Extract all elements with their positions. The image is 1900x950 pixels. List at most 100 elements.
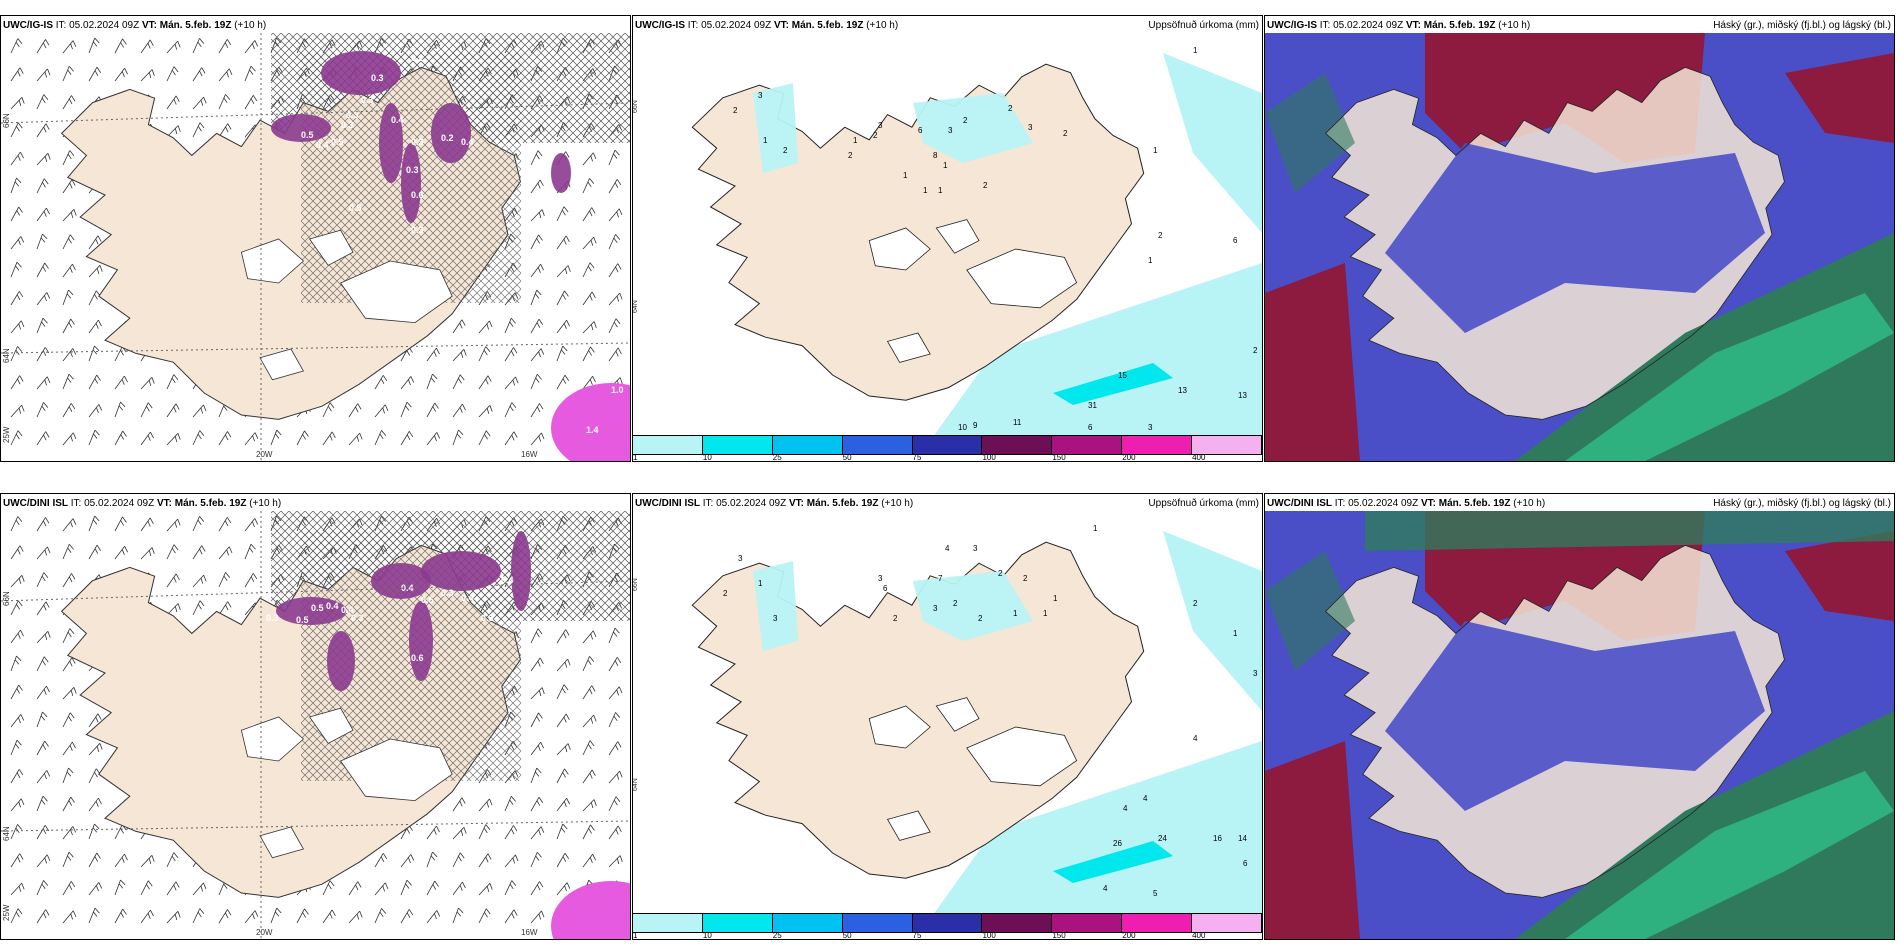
precip-value-label: 1 (1053, 594, 1058, 603)
lon-label: 20W (256, 450, 273, 459)
cloud-high-layer (1265, 263, 1360, 461)
precip-value-label: 1 (1193, 46, 1198, 55)
snow-area (511, 531, 531, 611)
snow-area (371, 563, 431, 599)
precip-value-label: 2 (723, 589, 728, 598)
colorbar-tick-label: 400 (1192, 931, 1206, 940)
colorbar-tick-label: 50 (842, 931, 852, 940)
precip-value-label: 11 (1013, 418, 1022, 427)
panel-header: UWC/DINI ISL IT: 05.02.2024 09Z VT: Mán.… (635, 498, 914, 509)
glacier (240, 238, 305, 284)
precip-value-label: 3 (878, 574, 883, 583)
colorbar-tick-label: 10 (702, 931, 712, 940)
coastline (1325, 66, 1785, 420)
colorbar-swatch (982, 914, 1053, 932)
cloud-mid-layer (1385, 621, 1765, 811)
precip-area-sea-core (1053, 363, 1173, 405)
precip-area-sea (933, 263, 1262, 437)
precip-value-label: 9 (973, 421, 978, 430)
snow-area (421, 551, 501, 591)
snow-value-label: 0.4 (326, 601, 339, 611)
panel-r1-snow: UWC/IG-IS IT: 05.02.2024 09Z VT: Mán. 5.… (0, 15, 631, 462)
precip-value-label: 1 (1233, 629, 1238, 638)
panel-header: UWC/IG-IS IT: 05.02.2024 09Z VT: Mán. 5.… (635, 20, 899, 31)
colorbar-tick-label: 150 (1052, 931, 1066, 940)
snow-value-label: 0.6 (411, 653, 424, 663)
snow-value-label: 0.4 (461, 593, 474, 603)
snow-value-label: 0.3 (371, 73, 384, 83)
precip-area-ne (1163, 531, 1262, 711)
precip-value-label: 24 (1158, 834, 1167, 843)
colorbar-swatch (842, 436, 913, 454)
precip-value-label: 2 (978, 614, 983, 623)
snow-value-label: 0.5 (311, 603, 324, 613)
colorbar-swatch (1052, 436, 1123, 454)
precip-colorbar: 1 10 25 50 75 100 150 200 400 (633, 435, 1262, 461)
iceland-land (691, 63, 1145, 401)
precip-value-label: 4 (945, 544, 950, 553)
snow-area (276, 597, 346, 625)
snow-value-label: 1.0 (611, 385, 624, 395)
precip-value-label: 3 (933, 604, 938, 613)
glacier (935, 697, 980, 732)
precip-value-label: 3 (948, 126, 953, 135)
snow-value-label: 0.5 (349, 203, 362, 213)
snow-value-label: 0.6 (411, 190, 424, 200)
colorbar-tick-label: 100 (982, 931, 996, 940)
panel-r1-precip: UWC/IG-IS IT: 05.02.2024 09Z VT: Mán. 5.… (632, 15, 1263, 462)
snow-value-label: 0.3 (441, 588, 454, 598)
precip-value-label: 2 (1023, 574, 1028, 583)
colorbar-tick-label: 75 (912, 931, 922, 940)
snow-area (431, 103, 471, 163)
precip-value-label: 14 (1238, 834, 1247, 843)
precip-value-label: 31 (1088, 401, 1097, 410)
precip-value-label: 2 (998, 569, 1003, 578)
precip-value-label: 1 (1093, 524, 1098, 533)
precip-value-label: 2 (873, 131, 878, 140)
precip-value-label: 6 (883, 584, 888, 593)
precip-value-label: 2 (1193, 599, 1198, 608)
precip-area-westfjords (753, 561, 798, 651)
lat-label: 64N (633, 300, 639, 313)
cloud-high-layer (1265, 741, 1360, 939)
glacier (886, 332, 931, 363)
panel-title: Háský (gr.), miðský (fj.bl.) og lágský (… (1713, 498, 1891, 509)
panel-r1-cloud: UWC/IG-IS IT: 05.02.2024 09Z VT: Mán. 5.… (1264, 15, 1895, 462)
precip-value-label: 6 (1088, 423, 1093, 432)
colorbar-swatch (702, 436, 773, 454)
precip-value-label: 3 (773, 614, 778, 623)
colorbar-swatch (633, 914, 703, 932)
precip-value-label: 16 (1213, 834, 1222, 843)
snow-value-label: 0.5 (331, 137, 344, 147)
precip-value-label: 10 (958, 423, 967, 432)
glacier (308, 707, 354, 744)
precip-value-label: 2 (893, 614, 898, 623)
snow-value-label: 0.3 (481, 613, 494, 623)
snow-value-label: 0.3 (351, 613, 364, 623)
colorbar-swatch (1192, 436, 1262, 454)
precip-value-label: 2 (783, 146, 788, 155)
snow-value-label: 0.2 (411, 53, 424, 63)
lon-label: 16W (521, 450, 538, 459)
snow-area (551, 153, 571, 193)
snow-value-label: 0.4 (316, 140, 329, 150)
snow-value-label: 0.3 (361, 95, 374, 105)
colorbar-swatch (1122, 914, 1193, 932)
precip-value-label: 4 (1143, 794, 1148, 803)
glacier (868, 227, 931, 271)
iceland-land (691, 541, 1145, 879)
cloud-low-layer (1565, 771, 1894, 939)
snow-map: 0.30.50.50.40.40.30.40.50.30.60.40.30.46… (1, 511, 630, 939)
snow-area (271, 114, 331, 142)
panel-title: Uppsöfnuð úrkoma (mm) (1148, 20, 1259, 31)
precip-value-label: 8 (933, 151, 938, 160)
panel-title: Háský (gr.), miðský (fj.bl.) og lágský (… (1713, 20, 1891, 31)
precip-value-label: 3 (878, 121, 883, 130)
snow-value-label: 0.4 (501, 575, 514, 585)
colorbar-tick-label: 75 (912, 453, 922, 462)
glacier (339, 260, 453, 324)
colorbar-swatch (912, 436, 983, 454)
colorbar-swatch (1192, 914, 1262, 932)
precip-value-label: 3 (1028, 123, 1033, 132)
